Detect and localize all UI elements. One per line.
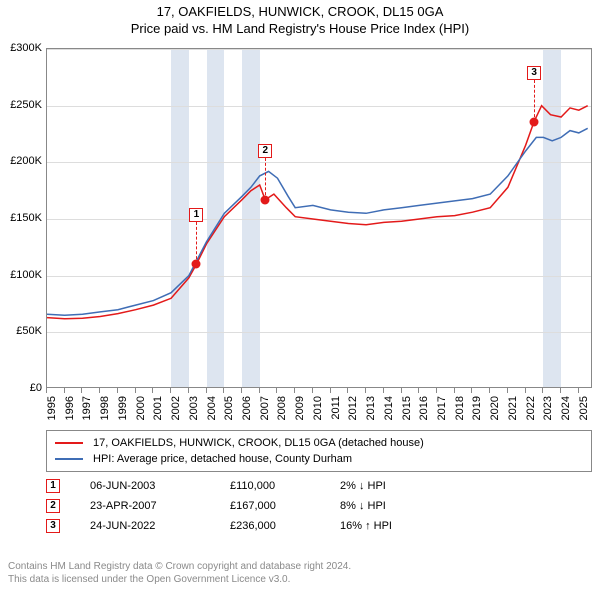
x-tick-label: 1995 <box>46 396 58 420</box>
x-tick-label: 2017 <box>436 396 448 420</box>
x-tick-label: 2009 <box>294 396 306 420</box>
sales-hpi-diff: 16% ↑ HPI <box>340 520 460 532</box>
x-tick-label: 2022 <box>525 396 537 420</box>
marker-leader <box>265 158 266 200</box>
x-tick-label: 1997 <box>81 396 93 420</box>
y-tick-label: £100K <box>2 269 42 281</box>
y-tick-label: £0 <box>2 382 42 394</box>
x-tick-label: 2016 <box>418 396 430 420</box>
x-tick-label: 2021 <box>507 396 519 420</box>
x-tick-label: 2005 <box>223 396 235 420</box>
legend-label: 17, OAKFIELDS, HUNWICK, CROOK, DL15 0GA … <box>93 437 424 449</box>
y-tick-label: £150K <box>2 212 42 224</box>
x-tick-label: 2015 <box>401 396 413 420</box>
marker-label: 2 <box>258 144 272 158</box>
legend-label: HPI: Average price, detached house, Coun… <box>93 453 352 465</box>
x-tick-label: 2004 <box>206 396 218 420</box>
y-tick-label: £200K <box>2 155 42 167</box>
x-tick-label: 2002 <box>170 396 182 420</box>
sales-date: 23-APR-2007 <box>90 500 230 512</box>
x-tick-label: 2000 <box>135 396 147 420</box>
y-tick-label: £250K <box>2 99 42 111</box>
marker-leader <box>534 80 535 122</box>
title-sub: Price paid vs. HM Land Registry's House … <box>0 21 600 36</box>
marker-label: 1 <box>189 208 203 222</box>
title-block: 17, OAKFIELDS, HUNWICK, CROOK, DL15 0GA … <box>0 0 600 36</box>
sales-hpi-diff: 8% ↓ HPI <box>340 500 460 512</box>
chart-area: 1 2 3 <box>46 48 592 388</box>
x-tick-label: 2006 <box>241 396 253 420</box>
x-tick-label: 2011 <box>330 396 342 420</box>
x-tick-label: 1996 <box>64 396 76 420</box>
marker-leader <box>196 222 197 264</box>
chart-container: 17, OAKFIELDS, HUNWICK, CROOK, DL15 0GA … <box>0 0 600 590</box>
x-tick-label: 2012 <box>347 396 359 420</box>
legend-row: HPI: Average price, detached house, Coun… <box>55 451 583 467</box>
sales-marker: 2 <box>46 499 60 513</box>
marker-dot <box>530 117 539 126</box>
series-hpi <box>47 128 588 315</box>
x-tick-label: 2018 <box>454 396 466 420</box>
sales-row: 2 23-APR-2007£167,0008% ↓ HPI <box>46 496 460 516</box>
y-tick-label: £300K <box>2 42 42 54</box>
x-tick-label: 2010 <box>312 396 324 420</box>
sales-marker: 3 <box>46 519 60 533</box>
plot: 1 2 3 <box>46 48 592 388</box>
marker-label: 3 <box>527 66 541 80</box>
legend-swatch <box>55 458 83 460</box>
x-tick-label: 2003 <box>188 396 200 420</box>
x-tick-label: 2025 <box>578 396 590 420</box>
sales-hpi-diff: 2% ↓ HPI <box>340 480 460 492</box>
legend: 17, OAKFIELDS, HUNWICK, CROOK, DL15 0GA … <box>46 430 592 472</box>
chart-lines <box>47 49 593 389</box>
x-tick-label: 2007 <box>259 396 271 420</box>
sales-price: £236,000 <box>230 520 340 532</box>
x-tick-label: 1998 <box>99 396 111 420</box>
y-tick-label: £50K <box>2 325 42 337</box>
attribution: Contains HM Land Registry data © Crown c… <box>8 561 351 586</box>
marker-dot <box>192 260 201 269</box>
x-tick-label: 2013 <box>365 396 377 420</box>
sales-table: 1 06-JUN-2003£110,0002% ↓ HPI 2 23-APR-2007… <box>46 476 460 536</box>
legend-swatch <box>55 442 83 444</box>
sales-price: £110,000 <box>230 480 340 492</box>
sales-date: 24-JUN-2022 <box>90 520 230 532</box>
marker-dot <box>261 195 270 204</box>
x-tick-label: 2001 <box>152 396 164 420</box>
x-tick-label: 2024 <box>560 396 572 420</box>
x-tick-label: 2023 <box>542 396 554 420</box>
sales-row: 1 06-JUN-2003£110,0002% ↓ HPI <box>46 476 460 496</box>
title-main: 17, OAKFIELDS, HUNWICK, CROOK, DL15 0GA <box>0 4 600 19</box>
attribution-line2: This data is licensed under the Open Gov… <box>8 574 351 587</box>
x-tick-label: 1999 <box>117 396 129 420</box>
x-tick-label: 2019 <box>471 396 483 420</box>
x-tick-label: 2014 <box>383 396 395 420</box>
sales-date: 06-JUN-2003 <box>90 480 230 492</box>
x-tick-label: 2020 <box>489 396 501 420</box>
sales-price: £167,000 <box>230 500 340 512</box>
sales-marker: 1 <box>46 479 60 493</box>
legend-row: 17, OAKFIELDS, HUNWICK, CROOK, DL15 0GA … <box>55 435 583 451</box>
attribution-line1: Contains HM Land Registry data © Crown c… <box>8 561 351 574</box>
sales-row: 3 24-JUN-2022£236,00016% ↑ HPI <box>46 516 460 536</box>
x-tick-label: 2008 <box>276 396 288 420</box>
series-price_paid <box>47 106 588 319</box>
